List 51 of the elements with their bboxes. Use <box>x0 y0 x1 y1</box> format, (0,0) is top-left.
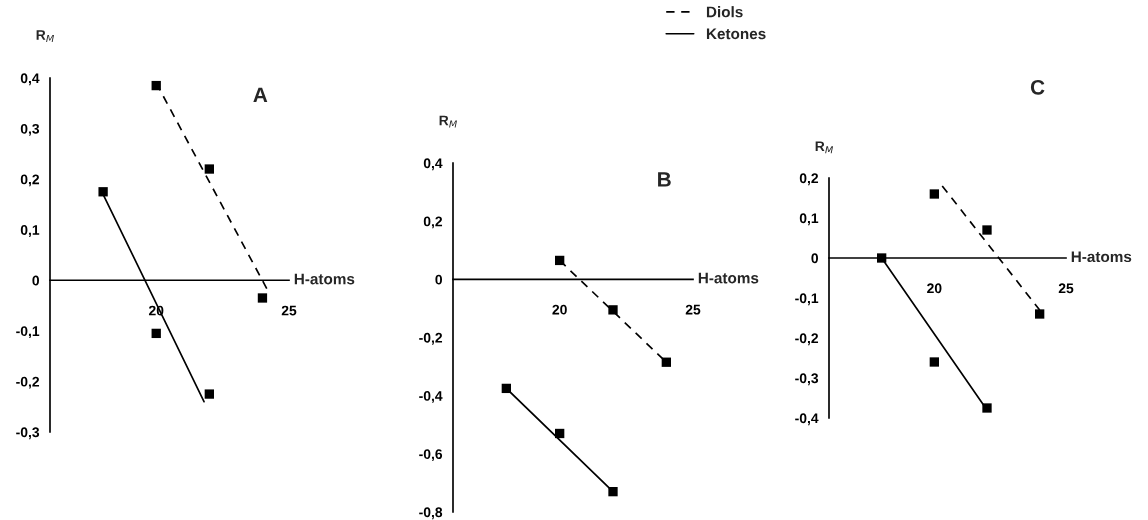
x-axis-title: H-atoms <box>294 273 355 285</box>
y-tick-label: -0,1 <box>795 293 819 306</box>
point <box>608 305 618 315</box>
chart-title: B <box>658 172 671 187</box>
point <box>929 357 939 367</box>
point <box>151 328 161 339</box>
y-axis-title: R$_{M}$ <box>815 141 834 154</box>
y-tick-label: 0,1 <box>799 213 819 226</box>
chart-title: C <box>1030 79 1045 95</box>
point <box>982 403 992 413</box>
y-tick-label: 0,4 <box>20 73 40 86</box>
y-tick-label: -0,2 <box>419 332 443 345</box>
y-tick-label: 0,2 <box>423 216 443 229</box>
y-tick-label: -0,6 <box>419 449 443 462</box>
y-tick-label: -0,3 <box>16 427 40 440</box>
y-tick-label: 0,3 <box>20 123 40 136</box>
x-axis-title: H-atoms <box>1071 251 1132 263</box>
x-axis-title: H-atoms <box>698 272 759 284</box>
y-tick-label: -0,1 <box>16 326 40 339</box>
point <box>982 225 992 235</box>
legend-label: Ketones <box>706 28 766 40</box>
legend-label: Diols <box>706 6 743 18</box>
y-axis-title: R$_{M}$ <box>36 30 54 42</box>
x-tick-label: 25 <box>281 305 297 316</box>
y-axis-title: R$_{M}$ <box>439 115 457 128</box>
point <box>661 357 671 367</box>
point <box>608 486 618 497</box>
y-tick-label: 0,2 <box>799 173 819 186</box>
point <box>929 189 939 199</box>
y-tick-label: 0,4 <box>423 158 443 171</box>
x-tick-label: 20 <box>552 304 567 315</box>
point <box>204 389 214 399</box>
y-tick-label: 0 <box>32 275 40 286</box>
y-tick-label: 0,1 <box>20 225 40 237</box>
y-tick-label: -0,2 <box>795 333 819 346</box>
point <box>98 187 108 197</box>
x-tick-label: 25 <box>1058 283 1074 294</box>
x-tick-label: 20 <box>927 283 942 294</box>
y-tick-label: -0,3 <box>795 373 819 386</box>
y-tick-label: 0 <box>811 253 819 264</box>
chart-title: A <box>253 87 268 102</box>
y-tick-label: 0 <box>435 274 443 285</box>
y-tick-label: -0,8 <box>419 507 443 520</box>
point <box>1035 309 1045 319</box>
y-tick-label: -0,4 <box>419 391 443 403</box>
point <box>204 164 214 174</box>
y-tick-label: -0,4 <box>795 413 819 426</box>
x-tick-label: 25 <box>685 304 701 315</box>
y-tick-label: 0,2 <box>20 174 40 187</box>
y-tick-label: -0,2 <box>16 376 40 389</box>
point <box>257 293 268 303</box>
